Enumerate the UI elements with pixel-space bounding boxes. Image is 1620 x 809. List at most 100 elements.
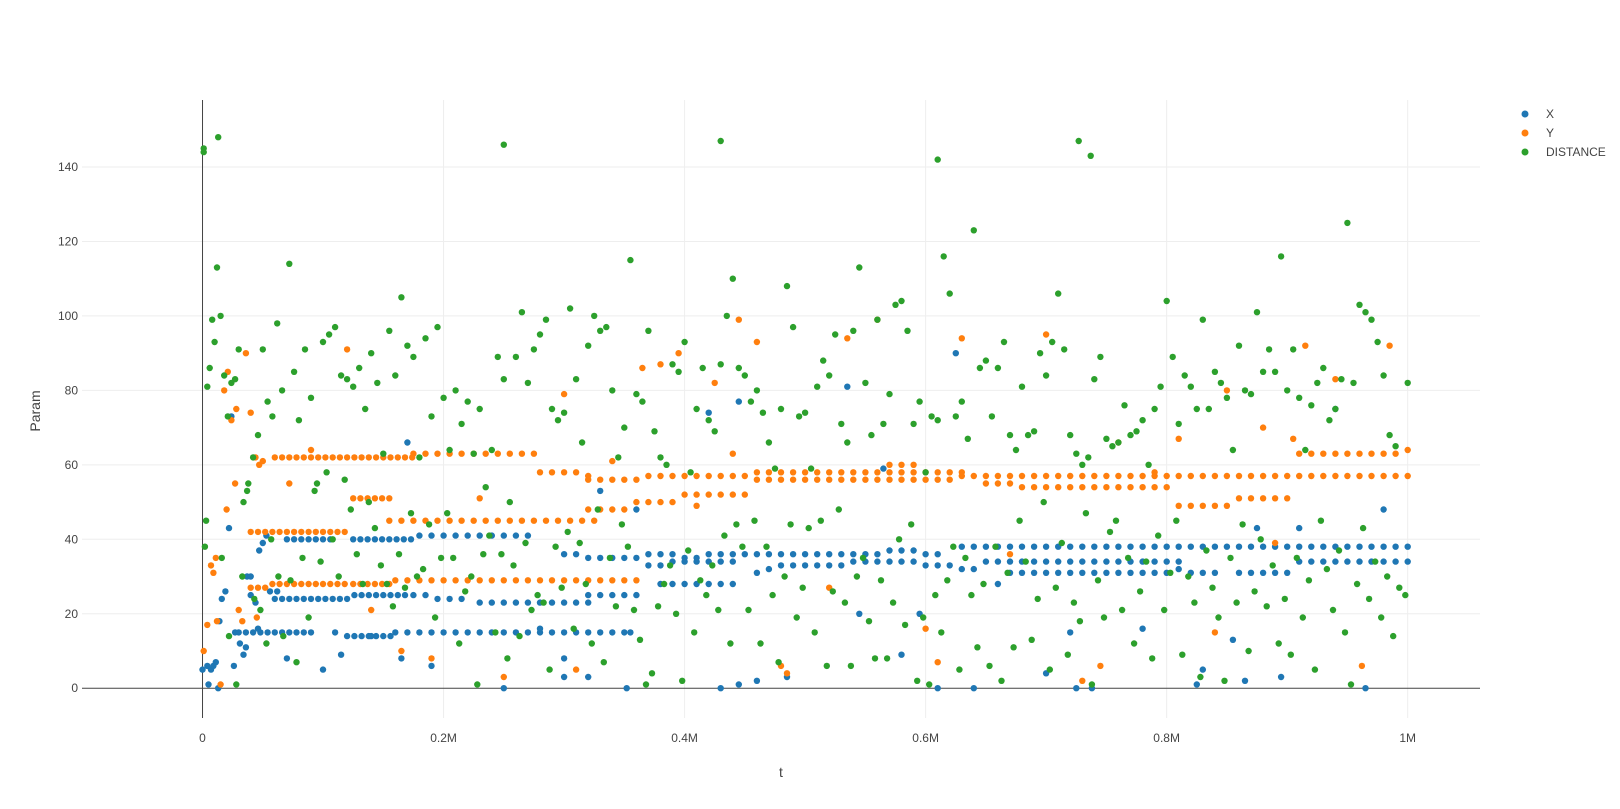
- data-point: [838, 469, 845, 476]
- data-point: [1277, 673, 1285, 681]
- data-point: [1076, 618, 1084, 625]
- data-point: [663, 461, 670, 468]
- legend-item-y[interactable]: Y: [1521, 126, 1555, 140]
- data-point: [1245, 647, 1252, 655]
- data-point: [437, 554, 445, 562]
- data-point: [621, 554, 628, 562]
- data-point: [482, 484, 489, 491]
- data-point: [1265, 346, 1273, 353]
- data-point: [293, 595, 300, 603]
- data-point: [609, 591, 616, 599]
- data-point: [506, 450, 513, 457]
- data-point: [530, 450, 538, 457]
- data-point: [1253, 309, 1261, 316]
- data-point: [585, 591, 592, 599]
- data-point: [259, 539, 266, 547]
- legend-item-x[interactable]: X: [1521, 107, 1555, 121]
- data-point: [844, 335, 851, 342]
- data-point: [350, 536, 357, 543]
- data-point: [789, 476, 797, 483]
- data-point: [434, 450, 441, 457]
- data-point: [1211, 472, 1219, 480]
- data-point: [254, 431, 262, 439]
- data-point: [1392, 450, 1399, 457]
- x-axis-title: t: [779, 764, 783, 780]
- data-point: [801, 551, 809, 558]
- data-point: [524, 599, 532, 606]
- data-point: [1284, 472, 1291, 480]
- data-point: [765, 469, 773, 476]
- data-point: [365, 454, 372, 461]
- data-point: [1320, 472, 1327, 480]
- legend[interactable]: XY DISTANCE: [1521, 107, 1606, 159]
- data-point: [657, 498, 664, 506]
- data-point: [378, 580, 386, 588]
- data-point: [566, 517, 574, 524]
- data-point: [922, 625, 929, 632]
- data-point: [1290, 435, 1297, 442]
- data-point: [560, 551, 568, 558]
- data-point: [1115, 558, 1122, 565]
- data-point: [1010, 644, 1017, 651]
- data-point: [407, 536, 415, 543]
- data-point: [1139, 484, 1146, 491]
- data-point: [1097, 662, 1104, 670]
- data-point: [952, 413, 959, 420]
- data-point: [1006, 551, 1014, 558]
- data-point: [814, 562, 821, 569]
- data-point: [723, 312, 730, 320]
- data-point: [1181, 372, 1188, 379]
- data-point: [850, 476, 857, 483]
- data-point: [1296, 543, 1303, 550]
- data-point: [1308, 543, 1315, 550]
- data-point: [814, 469, 821, 476]
- data-point: [910, 547, 917, 554]
- data-point: [741, 491, 748, 498]
- data-point: [781, 573, 788, 580]
- data-point: [777, 551, 785, 558]
- data-point: [1167, 569, 1174, 576]
- data-point: [387, 591, 394, 599]
- data-point: [1390, 632, 1397, 640]
- data-point: [922, 476, 929, 483]
- data-point: [322, 454, 329, 461]
- data-point: [576, 539, 583, 547]
- data-point: [1042, 543, 1050, 550]
- data-point: [199, 666, 206, 673]
- data-point: [1281, 595, 1289, 603]
- data-point: [1287, 651, 1295, 658]
- data-point: [428, 662, 435, 670]
- data-point: [729, 450, 736, 457]
- data-point: [364, 536, 371, 543]
- data-point: [350, 580, 357, 588]
- data-point: [603, 323, 610, 331]
- data-point: [898, 651, 905, 658]
- data-point: [1161, 606, 1168, 614]
- data-point: [416, 454, 423, 461]
- data-point: [350, 383, 357, 390]
- data-point: [512, 532, 520, 539]
- data-point: [425, 521, 433, 528]
- data-point: [1215, 614, 1222, 621]
- legend-item-distance[interactable]: DISTANCE: [1521, 145, 1606, 159]
- data-point: [699, 364, 706, 372]
- data-point: [717, 685, 724, 692]
- data-point: [777, 405, 785, 413]
- data-point: [934, 685, 941, 692]
- data-point: [343, 376, 351, 383]
- data-point: [886, 390, 893, 398]
- data-point: [387, 632, 394, 640]
- data-point: [705, 491, 712, 498]
- data-point: [805, 524, 812, 532]
- data-point: [1006, 472, 1014, 480]
- data-point: [331, 629, 339, 636]
- data-point: [1197, 673, 1204, 681]
- y-tick-label: 100: [58, 309, 78, 323]
- data-point: [697, 577, 704, 584]
- data-point: [560, 629, 568, 636]
- data-point: [1392, 558, 1399, 565]
- data-point: [341, 580, 348, 588]
- data-point: [1067, 558, 1074, 565]
- data-point: [850, 327, 857, 334]
